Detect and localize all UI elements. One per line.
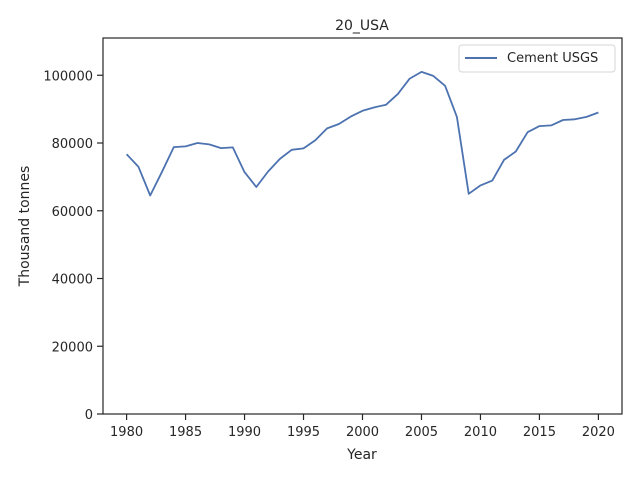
x-axis-label: Year <box>346 447 377 463</box>
x-axis: 1980 1985 1990 1995 2000 2005 2010 2015 2020 <box>110 414 615 440</box>
x-tick-label: 1985 <box>169 425 202 440</box>
y-tick-label: 0 <box>85 408 93 423</box>
y-tick-label: 60000 <box>52 205 93 220</box>
legend: Cement USGS <box>458 44 616 73</box>
x-tick-label: 2005 <box>405 425 438 440</box>
y-tick-label: 40000 <box>52 273 93 288</box>
x-tick-label: 2010 <box>464 425 497 440</box>
y-tick-label: 80000 <box>52 137 93 152</box>
x-tick-label: 1995 <box>287 425 320 440</box>
x-tick-label: 1980 <box>110 425 143 440</box>
chart-title: 20_USA <box>335 18 389 34</box>
plot-series <box>125 71 599 197</box>
y-tick-label: 100000 <box>43 69 93 84</box>
legend-label: Cement USGS <box>507 51 598 66</box>
x-tick-label: 2000 <box>346 425 379 440</box>
y-axis: 0 20000 40000 60000 80000 100000 <box>43 69 103 423</box>
legend-box <box>458 44 616 73</box>
series-line <box>125 71 599 197</box>
x-tick-label: 2020 <box>582 425 615 440</box>
plot-frame <box>102 37 623 415</box>
x-tick-label: 2015 <box>523 425 556 440</box>
y-axis-label: Thousand tonnes <box>17 166 33 288</box>
y-tick-label: 20000 <box>52 340 93 355</box>
x-tick-label: 1990 <box>228 425 261 440</box>
